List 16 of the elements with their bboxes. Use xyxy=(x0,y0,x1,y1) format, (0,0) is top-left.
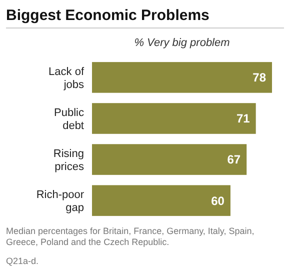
data-label: 60 xyxy=(211,194,225,208)
data-label: 71 xyxy=(236,112,250,126)
chart-title: Biggest Economic Problems xyxy=(6,7,210,24)
data-label: 67 xyxy=(227,152,241,167)
y-tick-label: Rising prices xyxy=(53,148,84,173)
bar xyxy=(92,62,272,93)
y-tick-label: Public debt xyxy=(54,106,84,132)
y-tick-label: Lack of jobs xyxy=(48,66,85,91)
bar xyxy=(92,144,247,175)
y-tick-label: Rich-poor gap xyxy=(36,188,84,214)
text: Median percentages for Britain, France, Germany, Italy, Spain, Greece, Poland and the Czech Republic. xyxy=(6,226,254,247)
text: Q21a-d. xyxy=(6,256,39,266)
data-label: 78 xyxy=(252,70,266,85)
bar xyxy=(92,103,256,134)
bar xyxy=(92,185,230,216)
chart-subtitle: % Very big problem xyxy=(134,37,230,49)
